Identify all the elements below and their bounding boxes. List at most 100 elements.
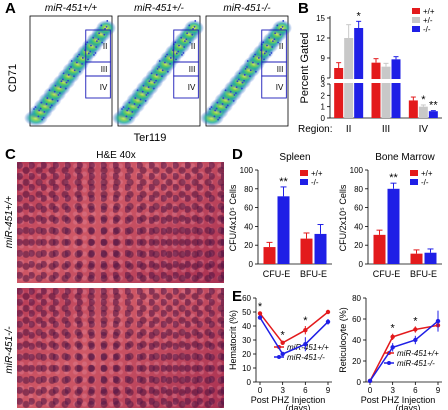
chart-d-spleen-title: Spleen <box>279 152 310 163</box>
flow-event-dot <box>38 109 41 112</box>
chart-b-axis-break <box>331 79 443 83</box>
flow-event-dot <box>214 109 217 112</box>
chart-e-hematocrit-point <box>325 319 331 324</box>
flow-event-dot <box>158 66 160 68</box>
flow-gate-label: IV <box>188 83 196 92</box>
chart-b-legend-label: +/- <box>423 16 433 25</box>
flow-event-dot <box>59 92 61 94</box>
flow-event-dot <box>76 61 78 64</box>
chart-b-bar <box>334 68 344 118</box>
chart-e-reticulocyte-point <box>367 378 373 384</box>
flow-event-dot <box>193 25 196 28</box>
flow-event-dot <box>240 87 243 90</box>
flow-event-dot <box>184 40 186 42</box>
chart-b-category-label: II <box>346 124 352 135</box>
chart-e-hematocrit-legend-label: miR-451-/- <box>287 353 325 362</box>
flow-event-dot <box>43 110 46 113</box>
chart-e-hematocrit-xtick-label: 3 <box>280 386 285 395</box>
flow-event-dot <box>152 87 155 90</box>
chart-e-hematocrit-ylabel: Hematocrit (%) <box>228 310 238 370</box>
chart-e-reticulocyte-significance: * <box>413 315 418 327</box>
flow-event-dot <box>54 84 57 87</box>
flow-event-dot <box>188 24 191 27</box>
chart-d-marrow-legend-label: -/- <box>421 178 429 187</box>
flow-event-dot <box>272 40 274 42</box>
flow-event-dot <box>169 63 172 65</box>
chart-e-hematocrit-point <box>280 351 285 357</box>
flow-event-dot <box>40 101 43 104</box>
flow-event-dot <box>46 97 49 99</box>
flow-event-dot <box>236 80 239 83</box>
flow-event-dot <box>122 106 125 109</box>
chart-e-reticulocyte-xlabel: Post PHZ Injection <box>361 395 436 405</box>
chart-b-significance: ** <box>429 100 438 112</box>
chart-d-spleen-bar <box>277 196 290 264</box>
chart-b-bar <box>344 38 354 118</box>
chart-d-spleen-ytick-label: 0 <box>249 260 254 269</box>
flow-event-dot <box>78 70 81 73</box>
histology-label-wildtype: miR-451+/+ <box>4 196 15 248</box>
flow-event-dot <box>183 46 186 48</box>
flow-event-dot <box>191 33 194 36</box>
flow-event-dot <box>155 79 157 82</box>
chart-d-spleen-ytick-label: 20 <box>244 241 253 250</box>
flow-event-dot <box>68 67 71 70</box>
flow-event-dot <box>192 27 194 30</box>
flow-gate-label: II <box>103 42 107 51</box>
flow-gate-label: III <box>189 65 196 74</box>
chart-b-bar <box>371 62 381 118</box>
flow-event-dot <box>254 70 257 73</box>
flow-event-dot <box>185 38 188 41</box>
flow-event-dot <box>105 25 108 28</box>
flow-event-dot <box>164 55 167 58</box>
flow-event-dot <box>175 52 178 55</box>
chart-e-hematocrit-ytick-label: 50 <box>242 308 251 317</box>
flow-event-dot <box>94 52 97 54</box>
chart-d-spleen-bar <box>300 238 313 264</box>
panel-d-bone-marrow-chart: Bone Marrow CFU/2x10⁵ Cells 0 20 40 60 80 100 **… <box>338 152 442 279</box>
flow-event-dot <box>57 94 60 96</box>
panel-label-a: A <box>5 0 16 17</box>
flow-event-dot <box>153 81 156 84</box>
flow-event-dot <box>138 104 141 107</box>
flow-event-dot <box>224 89 227 92</box>
flow-event-dot <box>103 33 106 36</box>
flow-event-dot <box>127 107 130 110</box>
flow-event-dot <box>144 100 147 102</box>
flow-event-dot <box>276 24 279 27</box>
chart-b-bar <box>418 106 428 118</box>
flow-event-dot <box>178 44 180 47</box>
flow-event-dot <box>219 110 222 113</box>
flow-event-dot <box>229 90 232 93</box>
flow-event-dot <box>235 86 238 89</box>
flow-plot-title: miR-451+/- <box>134 3 184 14</box>
chart-e-reticulocyte-series-line <box>369 320 439 382</box>
chart-d-marrow-category-label: CFU-E <box>373 269 401 279</box>
flow-event-dot <box>175 58 177 61</box>
flow-event-dot <box>243 79 245 82</box>
chart-d-spleen-category-label: BFU-E <box>300 269 327 279</box>
flow-event-dot <box>265 50 268 53</box>
chart-d-spleen-legend-label: -/- <box>311 178 319 187</box>
flow-event-dot <box>86 41 89 44</box>
flow-event-dot <box>210 106 213 109</box>
flow-event-dot <box>230 84 233 87</box>
chart-e-hematocrit-ytick-label: 0 <box>247 378 252 387</box>
chart-d-marrow-ytick-label: 20 <box>354 241 363 250</box>
chart-d-marrow-legend-swatch <box>410 170 418 176</box>
flow-event-dot <box>217 118 220 121</box>
chart-b-ytick-label: 1 <box>321 103 326 112</box>
chart-d-spleen-ytick-label: 60 <box>244 204 253 213</box>
chart-e-reticulocyte-ytick-label: 80 <box>352 294 361 303</box>
chart-e-reticulocyte-legend-marker <box>387 361 391 365</box>
flow-event-dot <box>101 41 103 44</box>
chart-b-bar <box>428 111 438 118</box>
flow-event-dot <box>246 60 249 62</box>
flow-event-dot <box>37 115 40 118</box>
flow-event-dot <box>150 72 153 75</box>
chart-d-marrow-legend-label: +/+ <box>421 169 433 178</box>
chart-b-bar <box>391 59 401 118</box>
flow-event-dot <box>225 106 228 109</box>
chart-e-hematocrit-ytick-label: 10 <box>242 364 251 373</box>
